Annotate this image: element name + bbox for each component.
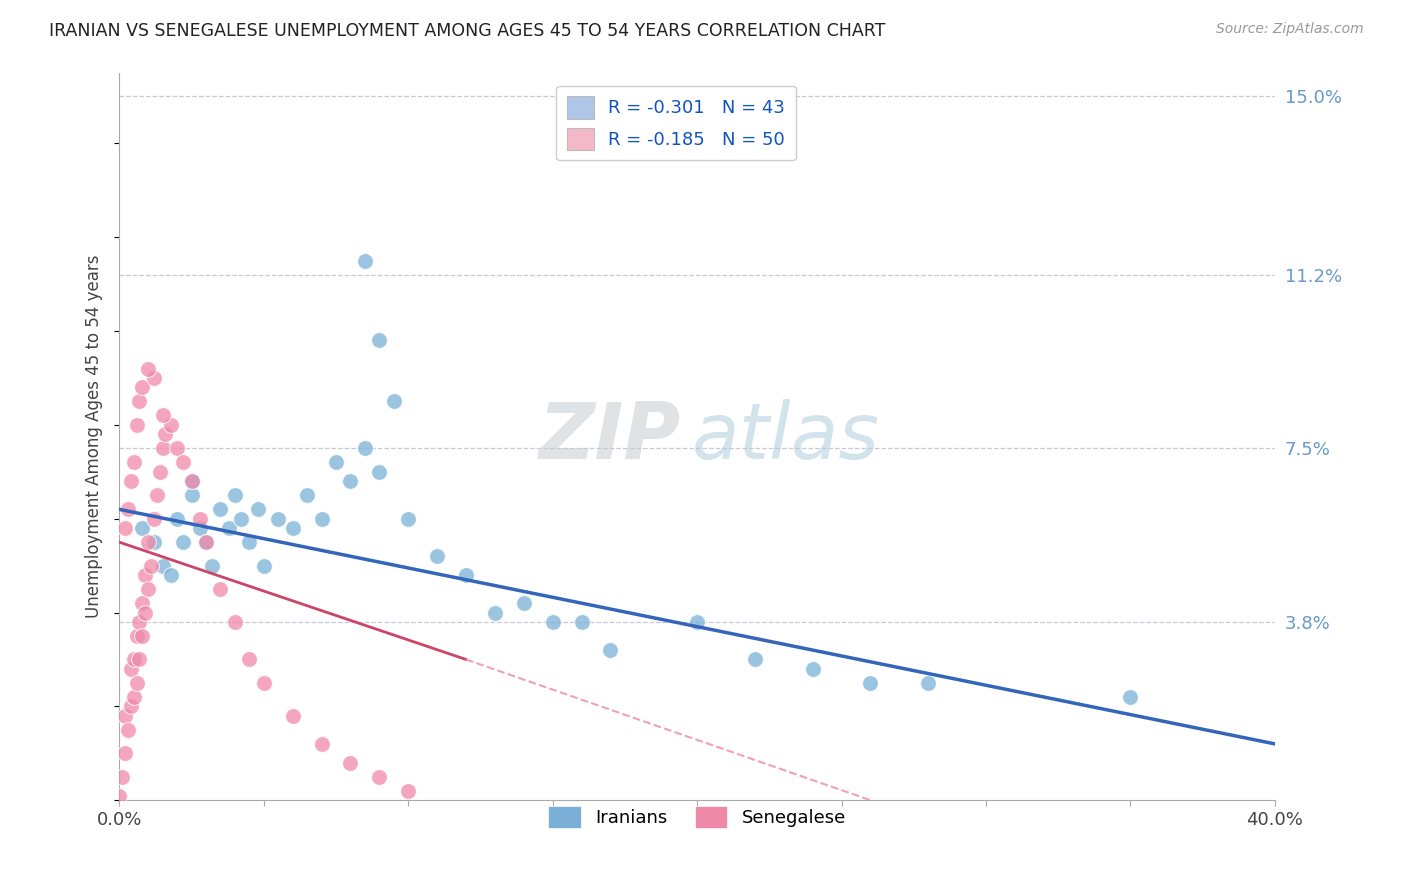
Point [180,488,202,502]
Point [117,502,139,516]
Text: ZIP: ZIP [537,399,679,475]
Point [136,361,159,376]
Point [166,442,188,456]
Point [131,629,153,643]
Point [125,629,148,643]
Point [108,789,131,803]
Point [152,558,174,573]
Point [744,652,766,666]
Point [114,521,136,535]
Point [368,334,391,348]
Point [253,558,276,573]
Point [859,676,882,690]
Point [131,596,153,610]
Point [209,582,232,596]
Point [134,568,156,582]
Point [194,535,217,549]
Point [128,394,150,409]
Point [122,690,145,704]
Point [120,662,142,676]
Point [484,606,506,620]
Point [194,535,217,549]
Point [142,371,165,385]
Point [122,652,145,666]
Point [160,417,183,432]
Point [131,521,153,535]
Point [218,521,240,535]
Point [311,737,333,751]
Point [339,756,361,770]
Point [188,521,211,535]
Point [166,512,188,526]
Text: Source: ZipAtlas.com: Source: ZipAtlas.com [1216,22,1364,37]
Point [311,512,333,526]
Point [152,442,174,456]
Point [325,455,347,469]
Point [246,502,269,516]
Point [238,535,260,549]
Legend: Iranians, Senegalese: Iranians, Senegalese [541,798,853,835]
Point [125,676,148,690]
Point [1119,690,1142,704]
Point [142,512,165,526]
Point [146,488,169,502]
Point [281,708,304,723]
Point [120,474,142,488]
Point [253,676,276,690]
Point [396,512,419,526]
Point [396,784,419,798]
Point [131,380,153,394]
Point [238,652,260,666]
Point [172,535,194,549]
Point [136,582,159,596]
Point [149,465,172,479]
Point [382,394,405,409]
Point [339,474,361,488]
Point [172,455,194,469]
Point [513,596,536,610]
Point [224,615,246,629]
Point [368,465,391,479]
Point [136,535,159,549]
Point [114,747,136,761]
Point [541,615,564,629]
Text: IRANIAN VS SENEGALESE UNEMPLOYMENT AMONG AGES 45 TO 54 YEARS CORRELATION CHART: IRANIAN VS SENEGALESE UNEMPLOYMENT AMONG… [49,22,886,40]
Point [125,417,148,432]
Point [142,535,165,549]
Point [152,409,174,423]
Point [281,521,304,535]
Point [201,558,224,573]
Point [180,474,202,488]
Point [368,770,391,784]
Point [114,708,136,723]
Point [295,488,318,502]
Text: atlas: atlas [692,399,879,475]
Point [122,455,145,469]
Point [801,662,824,676]
Point [686,615,709,629]
Point [917,676,939,690]
Point [128,652,150,666]
Point [571,615,593,629]
Point [454,568,477,582]
Point [111,770,134,784]
Point [353,442,375,456]
Point [209,502,232,516]
Point [155,427,177,442]
Point [139,558,162,573]
Point [120,699,142,714]
Point [128,615,150,629]
Point [160,568,183,582]
Point [117,723,139,737]
Point [134,606,156,620]
Point [353,253,375,268]
Y-axis label: Unemployment Among Ages 45 to 54 years: Unemployment Among Ages 45 to 54 years [86,255,103,618]
Point [224,488,246,502]
Point [188,512,211,526]
Point [180,474,202,488]
Point [229,512,252,526]
Point [267,512,290,526]
Point [426,549,449,564]
Point [599,643,621,657]
